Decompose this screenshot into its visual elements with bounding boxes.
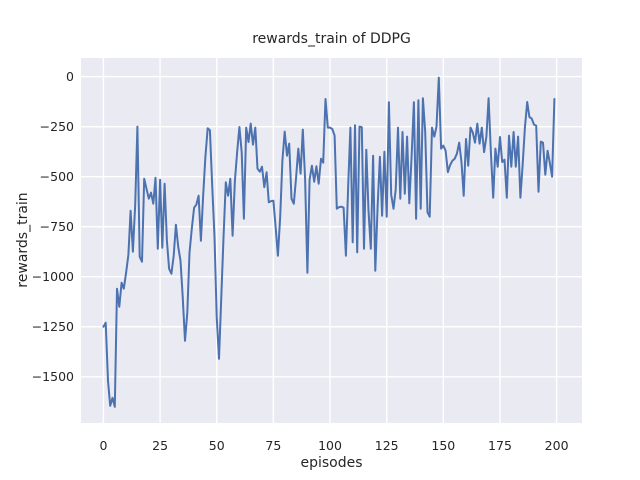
axes-background xyxy=(81,58,582,423)
gridlines xyxy=(81,58,582,423)
y-tick-label: −500 xyxy=(39,168,74,184)
rewards-line xyxy=(102,76,556,408)
y-tick-label: −1000 xyxy=(31,268,74,284)
x-tick-label: 25 xyxy=(152,438,169,453)
y-tick-label: −1250 xyxy=(31,318,74,334)
x-tick-label: 50 xyxy=(208,438,225,453)
y-tick-label: 0 xyxy=(66,68,74,84)
chart-title: rewards_train of DDPG xyxy=(252,31,411,47)
x-tick-label: 175 xyxy=(488,438,512,453)
x-tick-label: 0 xyxy=(99,438,108,453)
y-tick-label: −1500 xyxy=(31,368,74,384)
x-tick-label: 100 xyxy=(318,438,342,453)
y-tick-label: −250 xyxy=(39,118,74,134)
x-tick-label: 150 xyxy=(431,438,456,453)
x-axis-label: episodes xyxy=(300,455,363,471)
x-tick-label: 200 xyxy=(544,438,569,453)
x-tick-label: 125 xyxy=(374,438,399,453)
x-tick-label: 75 xyxy=(265,438,282,453)
y-tick-label: −750 xyxy=(39,218,74,234)
